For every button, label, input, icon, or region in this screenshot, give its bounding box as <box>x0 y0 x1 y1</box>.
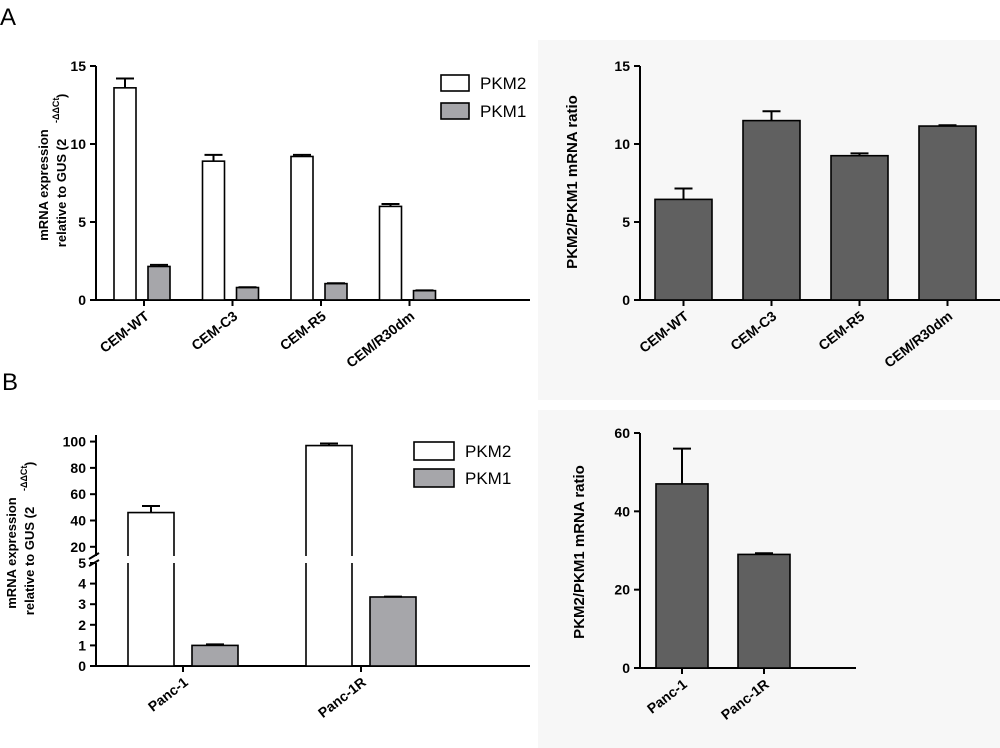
b-left-ylabel: mRNA expression relative to GUS (2 -ΔΔCt… <box>4 462 37 616</box>
b-left-bar-pkm2-lower <box>305 563 353 667</box>
a-left-ylabel-sup: -ΔΔCt <box>51 98 61 123</box>
b-left-ytick-label: 4 <box>78 576 86 592</box>
b-left-ytick-label: 2 <box>78 617 86 633</box>
a-right-category-label: CEM-R5 <box>815 308 867 354</box>
a-left-ytick-label: 15 <box>70 58 86 74</box>
a-left-bar-pkm2 <box>290 155 314 301</box>
a-right-ytick-label: 5 <box>622 214 630 230</box>
a-right-ytick-label: 0 <box>622 292 630 308</box>
a-right-category-label: CEM/R30dm <box>881 308 955 371</box>
b-left-ylabel-sup: -ΔΔCt <box>19 466 29 491</box>
b-left-bar-pkm1 <box>191 644 239 667</box>
b-left-legend-swatch-pkm1 <box>413 468 455 488</box>
a-right-category-label: CEM-WT <box>636 307 692 355</box>
a-left-category-label: CEM-WT <box>97 307 153 355</box>
b-left-ytick-label: 20 <box>70 539 86 555</box>
a-left-bar-pkm2 <box>378 205 403 301</box>
b-left-legend-swatch-pkm2 <box>413 441 455 461</box>
b-right-ytick-label: 60 <box>614 425 630 441</box>
a-left-category-label: CEM-R5 <box>277 308 329 354</box>
a-right-bar-ratio <box>742 119 801 301</box>
b-left-bar-pkm2-upper <box>127 511 175 556</box>
b-left-legend-label-pkm1: PKM1 <box>465 469 511 488</box>
a-left-bar-pkm1 <box>235 286 260 301</box>
b-left-ylabel-line2: relative to GUS (2 <box>22 507 37 615</box>
b-left-ylabel-close: ) <box>22 462 37 466</box>
b-left-bar-pkm2-lower <box>127 563 175 667</box>
a-left-ytick-label: 0 <box>78 292 86 308</box>
b-left-bar-pkm2-upper <box>305 444 353 556</box>
a-left-ylabel-line1: mRNA expression <box>36 129 51 241</box>
b-left-bar-pkm1 <box>369 596 417 667</box>
b-left-axis-break-mark <box>88 552 100 560</box>
a-left-bar-pkm1 <box>324 282 348 301</box>
b-left-ylabel-line1: mRNA expression <box>4 497 19 609</box>
b-left-ytick-label: 3 <box>78 596 86 612</box>
a-right-bar-ratio <box>830 154 889 301</box>
b-left-ytick-label: 80 <box>70 460 86 476</box>
a-left-bar-pkm1 <box>147 265 171 301</box>
a-left-legend-label-pkm1: PKM1 <box>480 102 526 121</box>
a-left-ytick-label: 10 <box>70 136 86 152</box>
b-right-ytick-label: 40 <box>614 503 630 519</box>
b-left-category-label: Panc-1 <box>145 674 191 715</box>
b-right-bar-ratio <box>737 553 791 669</box>
b-left-ytick-label: 40 <box>70 512 86 528</box>
a-left-bar-pkm2 <box>113 87 137 301</box>
b-left-ytick-label: 5 <box>78 555 86 571</box>
a-left-legend-swatch-pkm1 <box>440 102 470 120</box>
b-left-ytick-label: 0 <box>78 658 86 674</box>
b-left-ytick-label: 1 <box>78 637 86 653</box>
b-left-category-label: Panc-1R <box>315 674 369 721</box>
b-left-legend-label-pkm2: PKM2 <box>465 442 511 461</box>
a-right-category-label: CEM-C3 <box>727 308 779 354</box>
a-left-legend-label-pkm2: PKM2 <box>480 74 526 93</box>
a-right-bar-ratio <box>918 125 977 301</box>
a-left-bar-pkm1 <box>412 289 437 301</box>
panel-label-a: A <box>0 4 16 31</box>
a-left-ylabel: mRNA expression relative to GUS (2 -ΔΔCt… <box>36 94 69 248</box>
b-right-ytick-label: 0 <box>622 660 630 676</box>
a-right-ylabel: PKM2/PKM1 mRNA ratio <box>564 95 581 269</box>
a-left-legend-swatch-pkm2 <box>440 74 470 92</box>
a-left-ylabel-line2: relative to GUS (2 <box>54 139 69 247</box>
a-left-bar-pkm2 <box>201 160 226 301</box>
a-right-ytick-label: 15 <box>614 58 630 74</box>
b-right-category-label: Panc-1R <box>718 676 772 723</box>
a-left-category-label: CEM/R30dm <box>343 308 417 371</box>
a-left-ylabel-close: ) <box>54 94 69 98</box>
b-left-ytick-label: 100 <box>63 434 87 450</box>
a-left-category-label: CEM-C3 <box>188 308 240 354</box>
b-left-ytick-label: 60 <box>70 486 86 502</box>
a-right-bar-ratio <box>654 198 713 301</box>
b-right-bar-ratio <box>655 483 709 669</box>
b-right-category-label: Panc-1 <box>644 676 690 717</box>
b-right-ylabel: PKM2/PKM1 mRNA ratio <box>571 465 588 639</box>
b-right-ytick-label: 20 <box>614 582 630 598</box>
a-left-ytick-label: 5 <box>78 214 86 230</box>
panel-label-b: B <box>2 369 18 396</box>
a-right-ytick-label: 10 <box>614 136 630 152</box>
